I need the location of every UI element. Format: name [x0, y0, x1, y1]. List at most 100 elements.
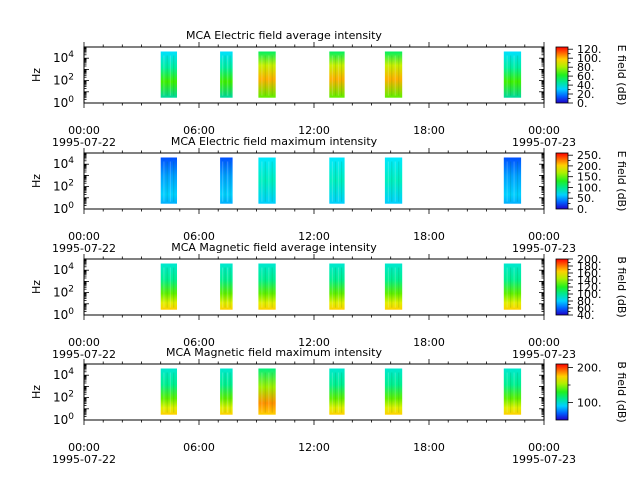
colorbar-tick-label: 60.: [577, 70, 595, 83]
panel-2: MCA Electric field maximum intensity 100 1…: [30, 135, 628, 255]
colorbar-tick-label: 250.: [577, 149, 602, 162]
colorbar-tick-label: 100.: [577, 52, 602, 65]
spectrogram-segment: [160, 51, 177, 98]
y-tick-label: 104: [53, 50, 74, 65]
x-tick-date: 1995-07-23: [512, 453, 576, 466]
colorbar-tick-label: 120.: [577, 43, 602, 56]
colorbar: [555, 46, 569, 104]
panel-title: MCA Electric field maximum intensity: [171, 135, 378, 148]
y-axis-label: Hz: [30, 280, 43, 294]
colorbar-tick-label: 180.: [577, 260, 602, 273]
x-tick-label: 00:00: [68, 230, 100, 243]
colorbar-tick-label: 200.: [577, 160, 602, 173]
spectrogram-segment: [384, 157, 403, 204]
x-tick-label: 06:00: [183, 230, 215, 243]
spectrogram-segment: [160, 368, 177, 415]
x-tick-date: 1995-07-22: [52, 453, 116, 466]
x-tick-label: 00:00: [528, 124, 560, 137]
spectrogram-segment: [503, 51, 522, 98]
x-tick-label: 00:00: [528, 336, 560, 349]
panel-title: MCA Magnetic field maximum intensity: [166, 346, 382, 359]
y-axis-label: Hz: [30, 385, 43, 399]
colorbar-tick-label: 100.: [577, 288, 602, 301]
x-tick-date: 1995-07-23: [512, 348, 576, 361]
y-tick-label: 100: [53, 307, 74, 322]
x-tick-label: 00:00: [528, 441, 560, 454]
colorbar-tick-label: 60.: [577, 302, 595, 315]
spectrogram-segment: [503, 368, 522, 415]
x-tick-label: 06:00: [183, 336, 215, 349]
spectrogram-segment: [220, 368, 233, 415]
spectrogram-segment: [220, 263, 233, 310]
plot-frame: [83, 152, 545, 210]
colorbar-tick-label: 40.: [577, 309, 595, 322]
x-tick-label: 12:00: [298, 124, 330, 137]
x-tick-label: 12:00: [298, 441, 330, 454]
colorbar-tick-label: 200.: [577, 362, 602, 375]
colorbar-tick-label: 80.: [577, 61, 595, 74]
colorbar: [555, 363, 569, 421]
y-tick-label: 102: [53, 285, 74, 300]
spectrogram-segment: [258, 51, 276, 98]
x-tick-label: 06:00: [183, 441, 215, 454]
colorbar-label: E field (dB): [615, 45, 628, 106]
x-tick-label: 12:00: [298, 230, 330, 243]
colorbar-tick-label: 50.: [577, 192, 595, 205]
spectrogram-segment: [220, 157, 233, 204]
panel-3: MCA Magnetic field average intensity 100 1…: [30, 241, 628, 361]
colorbar: [555, 152, 569, 210]
spectrogram-segment: [384, 368, 403, 415]
spectrogram-segment: [384, 263, 403, 310]
x-tick-label: 00:00: [68, 124, 100, 137]
y-tick-label: 104: [53, 156, 74, 171]
y-tick-label: 102: [53, 390, 74, 405]
panel-title: MCA Electric field average intensity: [186, 29, 382, 42]
y-axis-label: Hz: [30, 68, 43, 82]
colorbar-tick-label: 80.: [577, 295, 595, 308]
y-tick-label: 100: [53, 412, 74, 427]
x-tick-label: 00:00: [68, 336, 100, 349]
plot-frame: [83, 363, 545, 421]
plot-frame: [83, 46, 545, 104]
panel-4: MCA Magnetic field maximum intensity 100 1…: [30, 346, 628, 466]
colorbar-tick-label: 20.: [577, 88, 595, 101]
panel-1: MCA Electric field average intensity 100 1…: [30, 29, 628, 149]
spectrogram-segment: [329, 368, 345, 415]
y-tick-label: 104: [53, 262, 74, 277]
spectrogram-segment: [329, 51, 345, 98]
spectrogram-segment: [258, 368, 276, 415]
x-tick-label: 00:00: [68, 441, 100, 454]
colorbar: [555, 258, 569, 316]
x-tick-label: 12:00: [298, 336, 330, 349]
y-tick-label: 100: [53, 95, 74, 110]
spectrogram-segment: [329, 157, 345, 204]
colorbar-tick-label: 140.: [577, 274, 602, 287]
x-tick-label: 18:00: [413, 441, 445, 454]
colorbar-tick-label: 120.: [577, 281, 602, 294]
y-axis-label: Hz: [30, 174, 43, 188]
y-tick-label: 104: [53, 367, 74, 382]
x-tick-label: 18:00: [413, 230, 445, 243]
x-tick-date: 1995-07-22: [52, 348, 116, 361]
x-tick-date: 1995-07-22: [52, 136, 116, 149]
plot-frame: [83, 258, 545, 316]
x-tick-label: 18:00: [413, 336, 445, 349]
y-tick-label: 102: [53, 73, 74, 88]
x-tick-label: 18:00: [413, 124, 445, 137]
colorbar-label: B field (dB): [615, 256, 628, 317]
colorbar-label: E field (dB): [615, 151, 628, 212]
x-tick-date: 1995-07-22: [52, 242, 116, 255]
colorbar-tick-label: 150.: [577, 171, 602, 184]
colorbar-tick-label: 200.: [577, 253, 602, 266]
spectrogram-segment: [160, 157, 177, 204]
panel-title: MCA Magnetic field average intensity: [171, 241, 377, 254]
spectrogram-segment: [258, 157, 276, 204]
colorbar-label: B field (dB): [615, 361, 628, 422]
colorbar-tick-label: 160.: [577, 267, 602, 280]
x-tick-label: 06:00: [183, 124, 215, 137]
x-tick-date: 1995-07-23: [512, 136, 576, 149]
colorbar-tick-label: 100.: [577, 397, 602, 410]
spectrogram-segment: [503, 157, 522, 204]
colorbar-tick-label: 0.: [577, 203, 588, 216]
colorbar-tick-label: 40.: [577, 79, 595, 92]
